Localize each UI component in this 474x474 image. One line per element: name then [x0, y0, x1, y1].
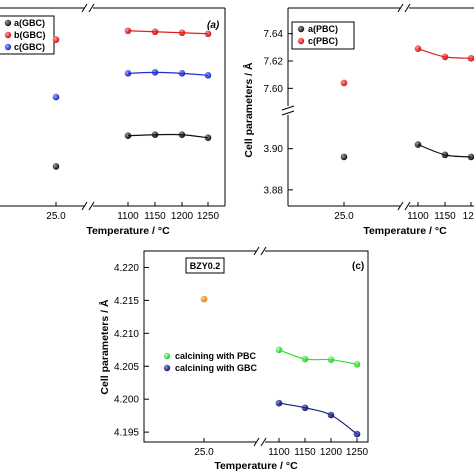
y-tick-label-b-upper-0: 7.64 [264, 29, 284, 40]
x-axis-title-a: Temperature / °C [86, 225, 170, 237]
legend-a-label-1: b(GBC) [14, 30, 46, 40]
fit-line-c-1 [278, 349, 358, 365]
legend-c-marker-0 [163, 352, 171, 360]
panel-b: a(PBC) c(PBC) Cell parameters / Å Temper… [242, 3, 474, 237]
x-tick-label-c-0: 25.0 [194, 447, 214, 458]
fit-line-a-1 [127, 30, 209, 35]
y-axis-title-c: Cell parameters / Å [98, 299, 111, 395]
annotation-bzy-label: BZY0.2 [190, 261, 221, 271]
point-a-0-0 [52, 163, 60, 170]
fit-line-b-0 [417, 48, 472, 59]
point-c-0-0 [200, 295, 208, 303]
chart-marks: 25.0 1100 1150 1200 12507.647.627.603.903.88… [46, 27, 474, 458]
legend-c-marker-1 [163, 364, 171, 372]
legend-a-marker-0 [4, 19, 12, 27]
y-tick-label-c-3: 4.210 [114, 329, 139, 340]
x-tick-label-b-2: 1150 [434, 211, 456, 222]
y-tick-label-b-lower-0: 3.90 [264, 144, 284, 155]
x-tick-label-a-2: 1150 [144, 211, 166, 222]
x-axis-break-top-c [253, 246, 267, 256]
y-tick-label-c-0: 4.195 [114, 428, 139, 439]
fit-line-a-0 [127, 133, 209, 139]
panel-a: a(GBC) b(GBC) c(GBC) (a) Temperature / °… [0, 3, 226, 237]
legend-b-marker-1 [297, 37, 305, 45]
legend-a-marker-1 [4, 31, 12, 39]
point-b-1-0 [340, 153, 348, 161]
panel-label-a: (a) [207, 20, 220, 31]
x-axis-break-bottom-b [397, 201, 411, 211]
x-tick-label-a-1: 1100 [117, 211, 139, 222]
x-tick-label-c-4: 1250 [346, 447, 369, 458]
panel-label-c: (c) [352, 261, 364, 272]
x-tick-label-b-1: 1100 [407, 211, 429, 222]
y-tick-label-b-upper-1: 7.62 [264, 57, 284, 68]
fit-line-a-2 [127, 71, 209, 76]
x-axis-break-bottom-c [253, 437, 267, 447]
y-tick-label-c-5: 4.220 [114, 263, 139, 274]
legend-b-label-1: c(PBC) [308, 36, 338, 46]
x-axis-break-top [81, 3, 95, 13]
legend-c: calcining with PBC calcining with GBC [160, 349, 280, 374]
fit-line-c-2 [278, 402, 358, 435]
x-tick-label-a-4: 1250 [197, 211, 220, 222]
legend-a-label-0: a(GBC) [14, 18, 45, 28]
point-a-2-0 [52, 93, 60, 101]
legend-b: a(PBC) c(PBC) [291, 21, 355, 50]
y-tick-label-b-lower-1: 3.88 [264, 185, 284, 196]
x-tick-label-b-0: 25.0 [334, 211, 354, 222]
legend-a-label-2: c(GBC) [14, 42, 45, 52]
x-axis-break-top-b [397, 3, 411, 13]
x-axis-title-c: Temperature / °C [214, 460, 298, 472]
x-axis-break-bottom [81, 201, 95, 211]
annotation-bzy-frame [185, 257, 225, 274]
legend-c-label-0: calcining with PBC [175, 351, 257, 361]
y-axis-title-b: Cell parameters / Å [242, 62, 255, 158]
y-axis-break-b [281, 105, 295, 116]
point-c-1-3 [353, 360, 361, 368]
legend-a: a(GBC) b(GBC) c(GBC) [0, 15, 55, 55]
x-tick-label-c-3: 1200 [320, 447, 343, 458]
y-tick-label-c-1: 4.200 [114, 395, 139, 406]
legend-b-label-0: a(PBC) [308, 24, 338, 34]
legend-a-marker-2 [4, 43, 12, 51]
annotation-bzy: BZY0.2 [185, 257, 225, 274]
x-tick-label-c-2: 1150 [294, 447, 316, 458]
plot-frame-c [143, 250, 369, 443]
legend-c-frame [160, 349, 280, 374]
x-axis-title-b: Temperature / °C [363, 225, 447, 237]
panel-c: BZY0.2 (c) calcining with PBC calcining … [98, 246, 369, 472]
x-tick-label-a-3: 1200 [171, 211, 194, 222]
y-tick-label-c-4: 4.215 [114, 296, 139, 307]
x-tick-label-a-0: 25.0 [46, 211, 66, 222]
y-tick-label-c-2: 4.205 [114, 362, 139, 373]
legend-b-marker-0 [297, 25, 305, 33]
point-b-0-0 [340, 79, 348, 87]
fit-line-b-1 [417, 144, 472, 158]
x-tick-label-b-3: 120 [463, 211, 474, 222]
y-tick-label-b-upper-2: 7.60 [264, 84, 284, 95]
point-a-1-0 [52, 36, 60, 43]
x-tick-label-c-1: 1100 [268, 447, 290, 458]
legend-c-label-1: calcining with GBC [175, 363, 258, 373]
